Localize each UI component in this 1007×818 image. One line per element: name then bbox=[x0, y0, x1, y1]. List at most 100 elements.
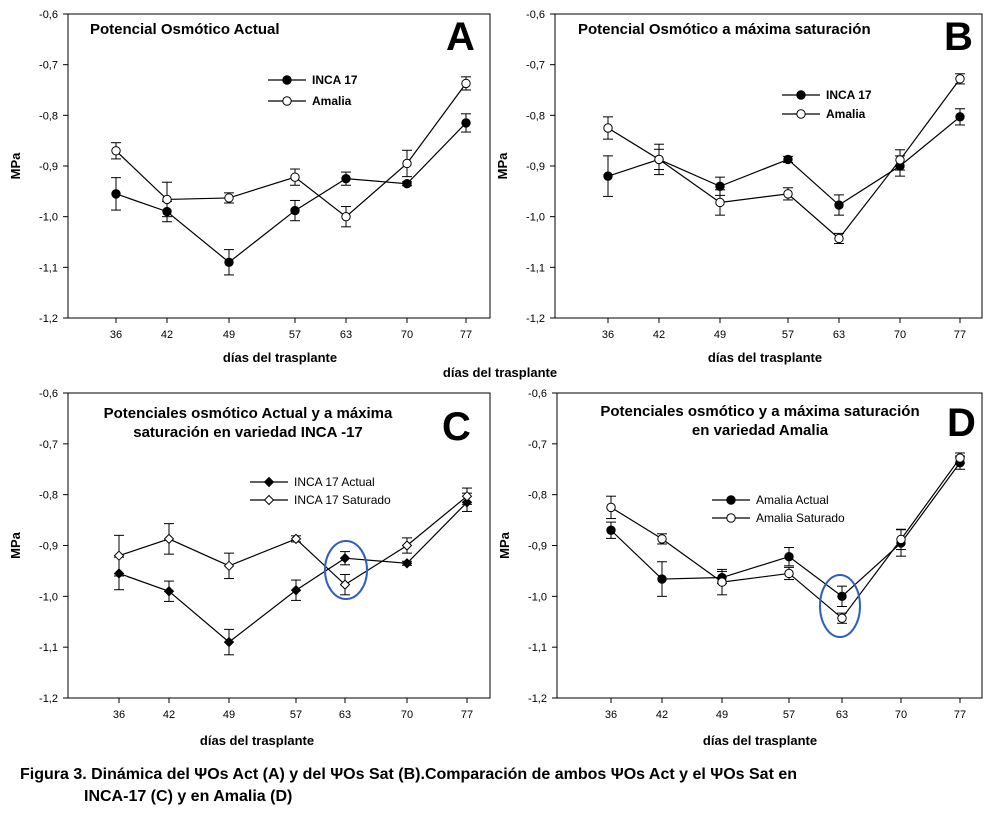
x-axis-label: días del trasplante bbox=[703, 733, 817, 748]
data-point bbox=[111, 189, 121, 199]
y-tick-label: -1,1 bbox=[39, 642, 58, 654]
x-tick-label: 49 bbox=[714, 329, 726, 341]
x-tick-label: 36 bbox=[602, 329, 614, 341]
data-point bbox=[111, 146, 121, 156]
y-tick-label: -1,0 bbox=[528, 591, 547, 603]
panel-letter: A bbox=[446, 15, 475, 59]
data-point bbox=[606, 525, 616, 535]
x-tick-label: 77 bbox=[461, 709, 473, 721]
data-point bbox=[783, 154, 793, 165]
y-tick-label: -0,6 bbox=[39, 9, 58, 21]
y-tick-label: -0,8 bbox=[528, 490, 547, 502]
data-point bbox=[401, 558, 413, 569]
legend-label: Amalia Actual bbox=[756, 493, 829, 507]
y-tick-label: -0,8 bbox=[39, 110, 58, 122]
y-tick-label: -1,2 bbox=[528, 693, 547, 705]
highlight-ellipse bbox=[324, 540, 368, 600]
x-tick-label: 70 bbox=[894, 329, 906, 341]
highlight-ellipse bbox=[819, 574, 861, 638]
x-tick-label: 77 bbox=[954, 709, 966, 721]
y-tick-label: -0,9 bbox=[528, 541, 547, 553]
data-point bbox=[402, 158, 412, 169]
y-tick-label: -0,7 bbox=[39, 60, 58, 72]
data-point bbox=[657, 534, 667, 544]
data-point bbox=[715, 181, 725, 191]
data-point bbox=[341, 173, 351, 184]
x-tick-label: 77 bbox=[460, 329, 472, 341]
legend-marker bbox=[796, 109, 806, 119]
data-point bbox=[290, 172, 300, 182]
chart-title: Potenciales osmótico Actual y a máxima bbox=[104, 405, 393, 422]
legend-label: INCA 17 bbox=[312, 73, 358, 87]
data-point bbox=[783, 189, 793, 199]
data-point bbox=[717, 577, 727, 587]
chart-title: Potencial Osmótico Actual bbox=[90, 21, 280, 38]
x-tick-label: 63 bbox=[836, 709, 848, 721]
y-tick-label: -0,9 bbox=[526, 161, 545, 173]
x-tick-label: 57 bbox=[290, 709, 302, 721]
data-point bbox=[955, 112, 965, 122]
data-point bbox=[339, 579, 351, 590]
data-point bbox=[896, 534, 906, 545]
data-point bbox=[461, 118, 471, 128]
legend-marker bbox=[282, 75, 292, 85]
data-point bbox=[834, 233, 844, 244]
panel-c: -0,6 -0,7 -0,8 -0,9 -1,0 -1,1 -1,2 36 42 49 57 63 70… bbox=[8, 388, 491, 748]
data-point bbox=[955, 74, 965, 84]
x-tick-label: 57 bbox=[783, 709, 795, 721]
y-axis-label: MPa bbox=[8, 531, 23, 559]
legend-label: INCA 17 bbox=[826, 88, 872, 102]
data-point bbox=[223, 560, 235, 572]
data-point bbox=[603, 171, 613, 181]
data-point bbox=[603, 123, 613, 133]
y-tick-label: -1,2 bbox=[39, 313, 58, 325]
legend-marker bbox=[796, 90, 806, 100]
data-point bbox=[401, 540, 413, 551]
data-point bbox=[784, 568, 794, 579]
data-point bbox=[606, 502, 616, 513]
x-tick-label: 63 bbox=[339, 709, 351, 721]
legend-marker bbox=[263, 476, 275, 488]
x-tick-label: 70 bbox=[895, 709, 907, 721]
panel-letter: D bbox=[947, 401, 976, 445]
legend-label: Amalia bbox=[312, 94, 352, 108]
x-tick-label: 36 bbox=[605, 709, 617, 721]
y-tick-label: -1,1 bbox=[528, 642, 547, 654]
data-point bbox=[461, 490, 473, 502]
series-line-1 bbox=[115, 122, 467, 264]
data-point bbox=[223, 636, 235, 648]
data-point bbox=[895, 155, 905, 165]
x-tick-label: 49 bbox=[223, 709, 235, 721]
legend-marker bbox=[726, 495, 736, 505]
x-tick-label: 42 bbox=[163, 709, 175, 721]
x-tick-label: 36 bbox=[113, 709, 125, 721]
data-point bbox=[113, 550, 125, 561]
x-axis-label: días del trasplante bbox=[223, 350, 337, 365]
legend-label: INCA 17 Saturado bbox=[294, 493, 391, 507]
x-tick-label: 77 bbox=[954, 329, 966, 341]
panel-b: -0,6 -0,7 -0,8 -0,9 -1,0 -1,1 -1,2 36 42 49 57 63 70… bbox=[495, 9, 983, 365]
x-tick-label: 57 bbox=[289, 329, 301, 341]
data-point bbox=[715, 197, 725, 208]
panel-a: -0,6 -0,7 -0,8 -0,9 -1,0 -1,1 -1,2 36 42 49 57 63 70… bbox=[8, 9, 491, 365]
caption-line-1: Figura 3. Dinámica del ΨOs Act (A) y del… bbox=[20, 766, 798, 783]
panel-d: -0,6 -0,7 -0,8 -0,9 -1,0 -1,1 -1,2 36 42 49 57 63 70… bbox=[497, 388, 983, 748]
data-point bbox=[224, 257, 234, 267]
x-tick-label: 49 bbox=[223, 329, 235, 341]
data-point bbox=[290, 533, 302, 545]
legend-marker bbox=[263, 494, 275, 506]
y-tick-label: -1,2 bbox=[526, 313, 545, 325]
x-tick-label: 42 bbox=[161, 329, 173, 341]
data-point bbox=[339, 553, 351, 564]
x-tick-label: 63 bbox=[833, 329, 845, 341]
legend-label: Amalia Saturado bbox=[756, 511, 845, 525]
y-tick-label: -0,6 bbox=[528, 388, 547, 400]
panel-letter: C bbox=[442, 405, 471, 449]
x-tick-label: 70 bbox=[401, 709, 413, 721]
x-tick-label: 49 bbox=[716, 709, 728, 721]
x-axis-label: días del trasplante bbox=[708, 350, 822, 365]
y-tick-label: -1,0 bbox=[39, 212, 58, 224]
y-tick-label: -0,8 bbox=[526, 110, 545, 122]
data-point bbox=[290, 205, 300, 216]
